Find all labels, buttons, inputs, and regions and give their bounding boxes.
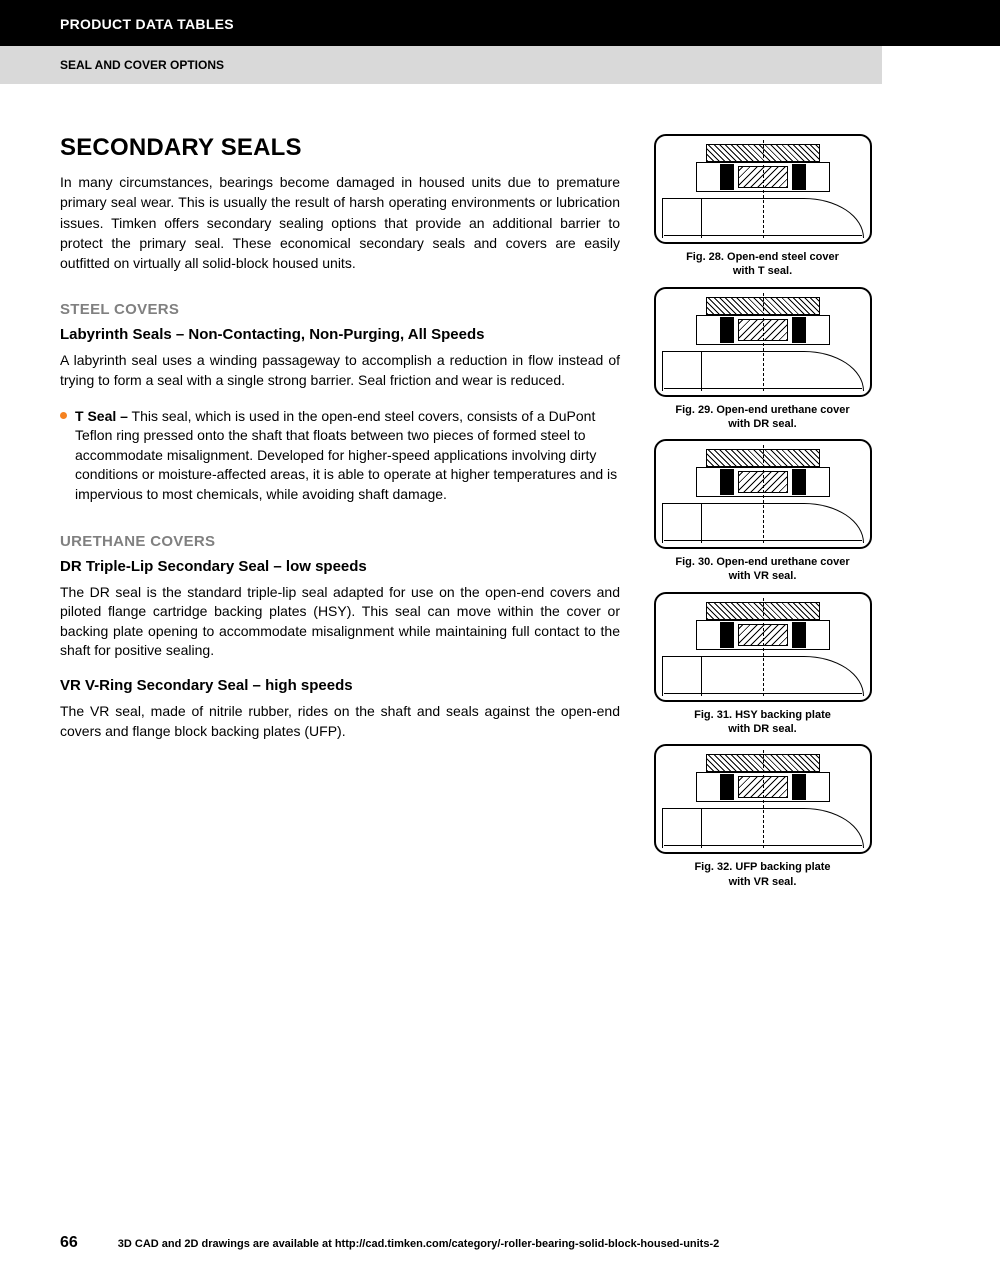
page-title: SECONDARY SEALS [60, 134, 620, 162]
section-heading-steel: STEEL COVERS [60, 301, 620, 318]
subsection-heading-dr: DR Triple-Lip Secondary Seal – low speed… [60, 558, 620, 575]
subsection-heading-labyrinth: Labyrinth Seals – Non-Contacting, Non-Pu… [60, 326, 620, 343]
figure-caption: Fig. 29. Open-end urethane cover with DR… [650, 403, 875, 432]
header-gray: SEAL AND COVER OPTIONS [0, 46, 882, 84]
subsection-heading-vr: VR V-Ring Secondary Seal – high speeds [60, 677, 620, 694]
paragraph-dr: The DR seal is the standard triple-lip s… [60, 583, 620, 661]
figure-diagram [654, 134, 872, 244]
paragraph-vr: The VR seal, made of nitrile rubber, rid… [60, 702, 620, 741]
bullet-dot-icon [60, 412, 67, 419]
footer: 66 3D CAD and 2D drawings are available … [60, 1234, 940, 1252]
footer-text: 3D CAD and 2D drawings are available at … [118, 1238, 719, 1250]
content-area: SECONDARY SEALS In many circumstances, b… [0, 84, 1000, 897]
figure-29: Fig. 29. Open-end urethane cover with DR… [650, 287, 875, 432]
figure-caption: Fig. 28. Open-end steel cover with T sea… [650, 250, 875, 279]
figure-caption: Fig. 31. HSY backing plate with DR seal. [650, 708, 875, 737]
figure-caption: Fig. 32. UFP backing plate with VR seal. [650, 860, 875, 889]
header-subtitle: SEAL AND COVER OPTIONS [60, 58, 224, 72]
paragraph-labyrinth: A labyrinth seal uses a winding passagew… [60, 351, 620, 390]
left-column: SECONDARY SEALS In many circumstances, b… [60, 134, 620, 897]
bullet-text: T Seal – This seal, which is used in the… [75, 407, 620, 505]
figure-30: Fig. 30. Open-end urethane cover with VR… [650, 439, 875, 584]
header-black: PRODUCT DATA TABLES [0, 0, 1000, 46]
figure-31: Fig. 31. HSY backing plate with DR seal. [650, 592, 875, 737]
bullet-tseal: T Seal – This seal, which is used in the… [60, 407, 620, 505]
section-heading-urethane: URETHANE COVERS [60, 533, 620, 550]
figure-caption: Fig. 30. Open-end urethane cover with VR… [650, 555, 875, 584]
figure-diagram [654, 439, 872, 549]
figure-28: Fig. 28. Open-end steel cover with T sea… [650, 134, 875, 279]
page-number: 66 [60, 1234, 78, 1252]
intro-paragraph: In many circumstances, bearings become d… [60, 172, 620, 273]
figure-32: Fig. 32. UFP backing plate with VR seal. [650, 744, 875, 889]
bullet-body: This seal, which is used in the open-end… [75, 408, 617, 502]
header-title: PRODUCT DATA TABLES [60, 16, 234, 32]
right-column: Fig. 28. Open-end steel cover with T sea… [650, 134, 875, 897]
figure-diagram [654, 287, 872, 397]
bullet-lead: T Seal – [75, 408, 128, 424]
figure-diagram [654, 592, 872, 702]
figure-diagram [654, 744, 872, 854]
